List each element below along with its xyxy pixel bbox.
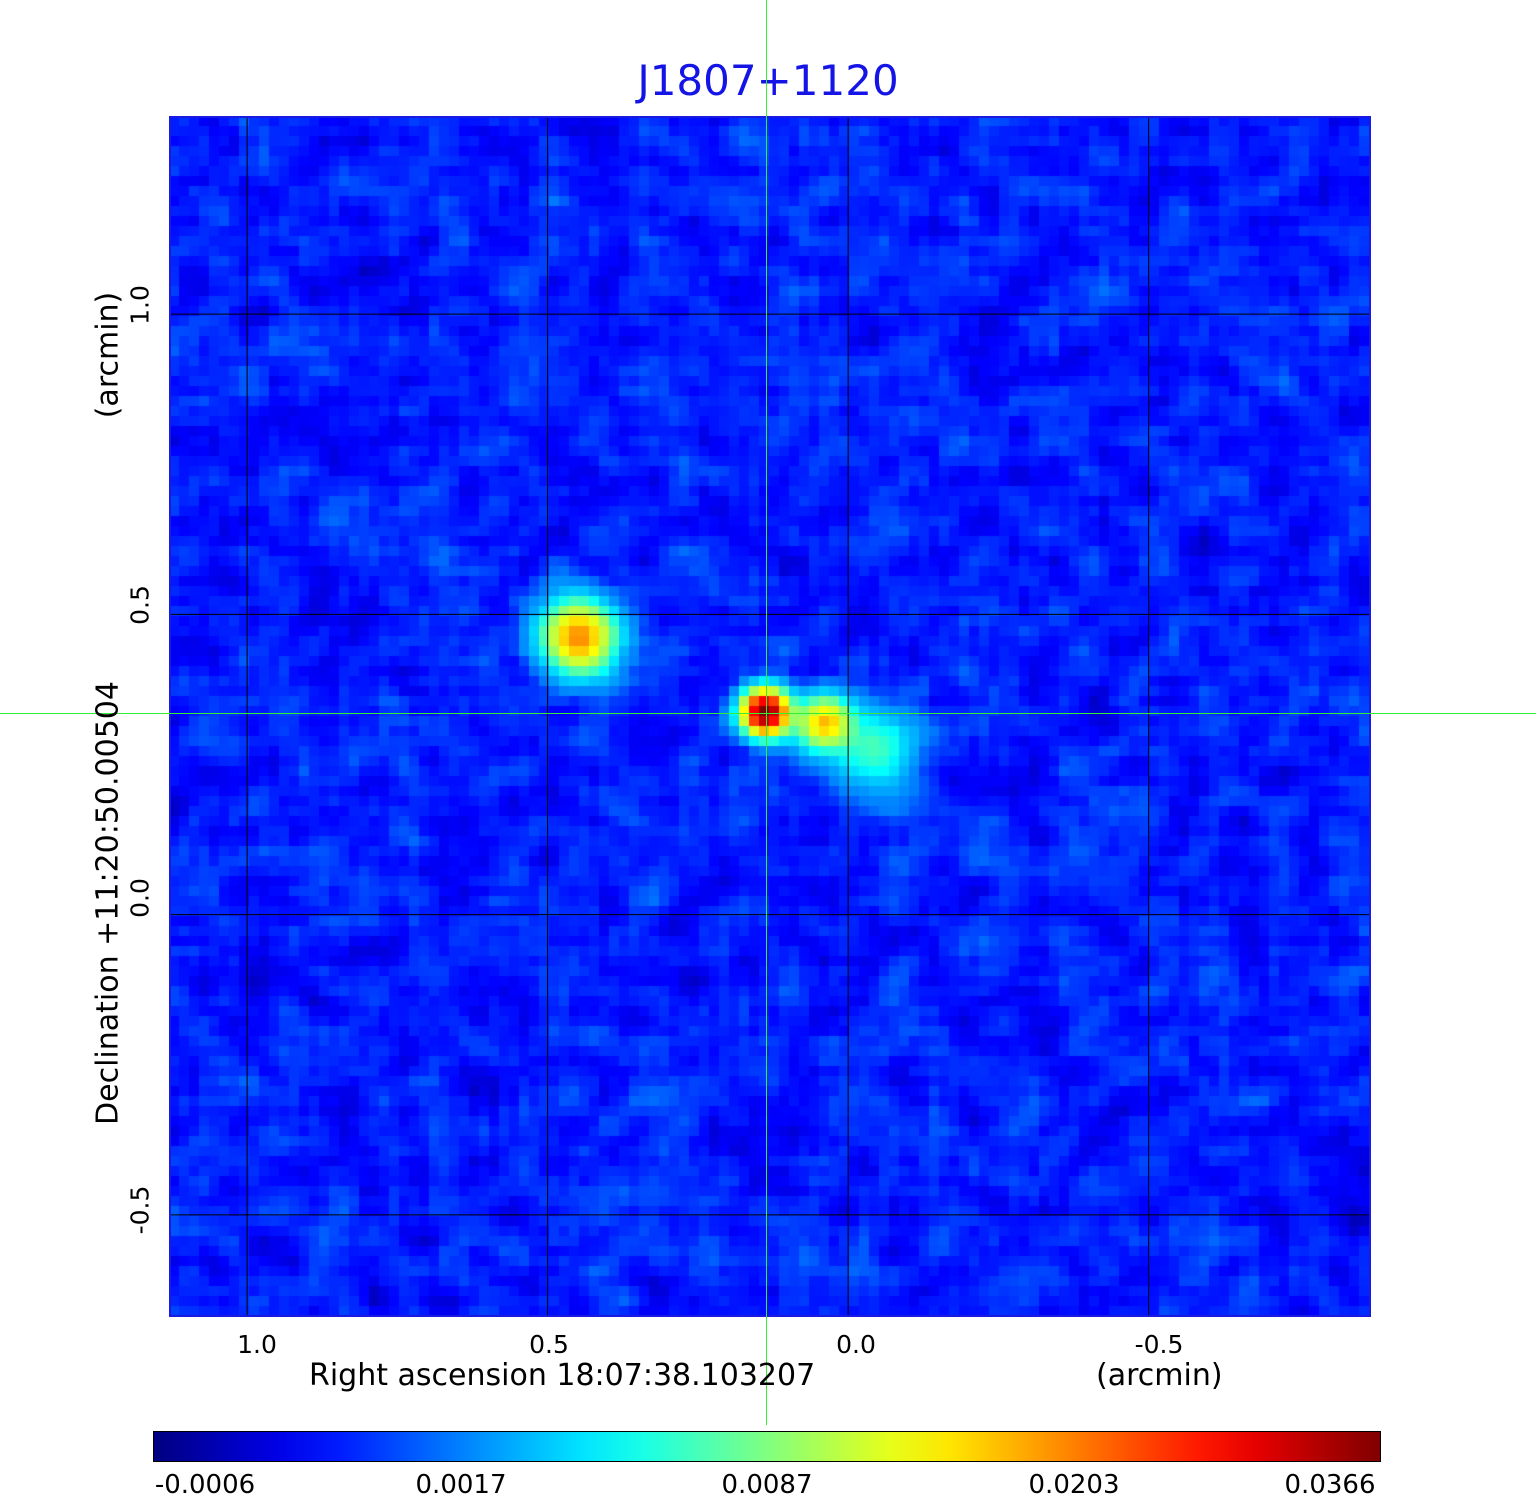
y-axis-unit: (arcmin)	[90, 291, 126, 419]
colorbar-tick-label: 0.0203	[1028, 1470, 1120, 1500]
y-axis-label: Declination +11:20:50.00504	[90, 681, 126, 1125]
crosshair-horizontal	[0, 713, 1536, 714]
chart-title: J1807+1120	[637, 56, 899, 105]
y-tick-label: 0.5	[125, 585, 155, 625]
colorbar-tick-label: -0.0006	[154, 1470, 256, 1500]
x-axis-unit: (arcmin)	[1096, 1358, 1223, 1393]
y-tick-label: 0.0	[125, 878, 155, 918]
plot-frame	[169, 116, 1371, 1317]
x-tick-label: 0.0	[836, 1330, 876, 1359]
colorbar-tick-label: 0.0017	[415, 1470, 507, 1500]
x-axis-label: Right ascension 18:07:38.103207	[309, 1358, 816, 1393]
colorbar-tick-label: 0.0087	[721, 1470, 813, 1500]
grid-overlay	[169, 116, 1371, 1317]
image-plot-area[interactable]	[169, 116, 1371, 1317]
y-tick-label: 1.0	[125, 285, 155, 325]
x-tick-label: -0.5	[1134, 1330, 1184, 1359]
colorbar	[153, 1431, 1381, 1462]
crosshair-vertical	[766, 0, 767, 1425]
y-tick-label: -0.5	[125, 1185, 155, 1235]
x-tick-label: 1.0	[237, 1330, 277, 1359]
colorbar-tick-label: 0.0366	[1284, 1470, 1376, 1500]
x-tick-label: 0.5	[529, 1330, 569, 1359]
heatmap-image	[169, 116, 1371, 1317]
